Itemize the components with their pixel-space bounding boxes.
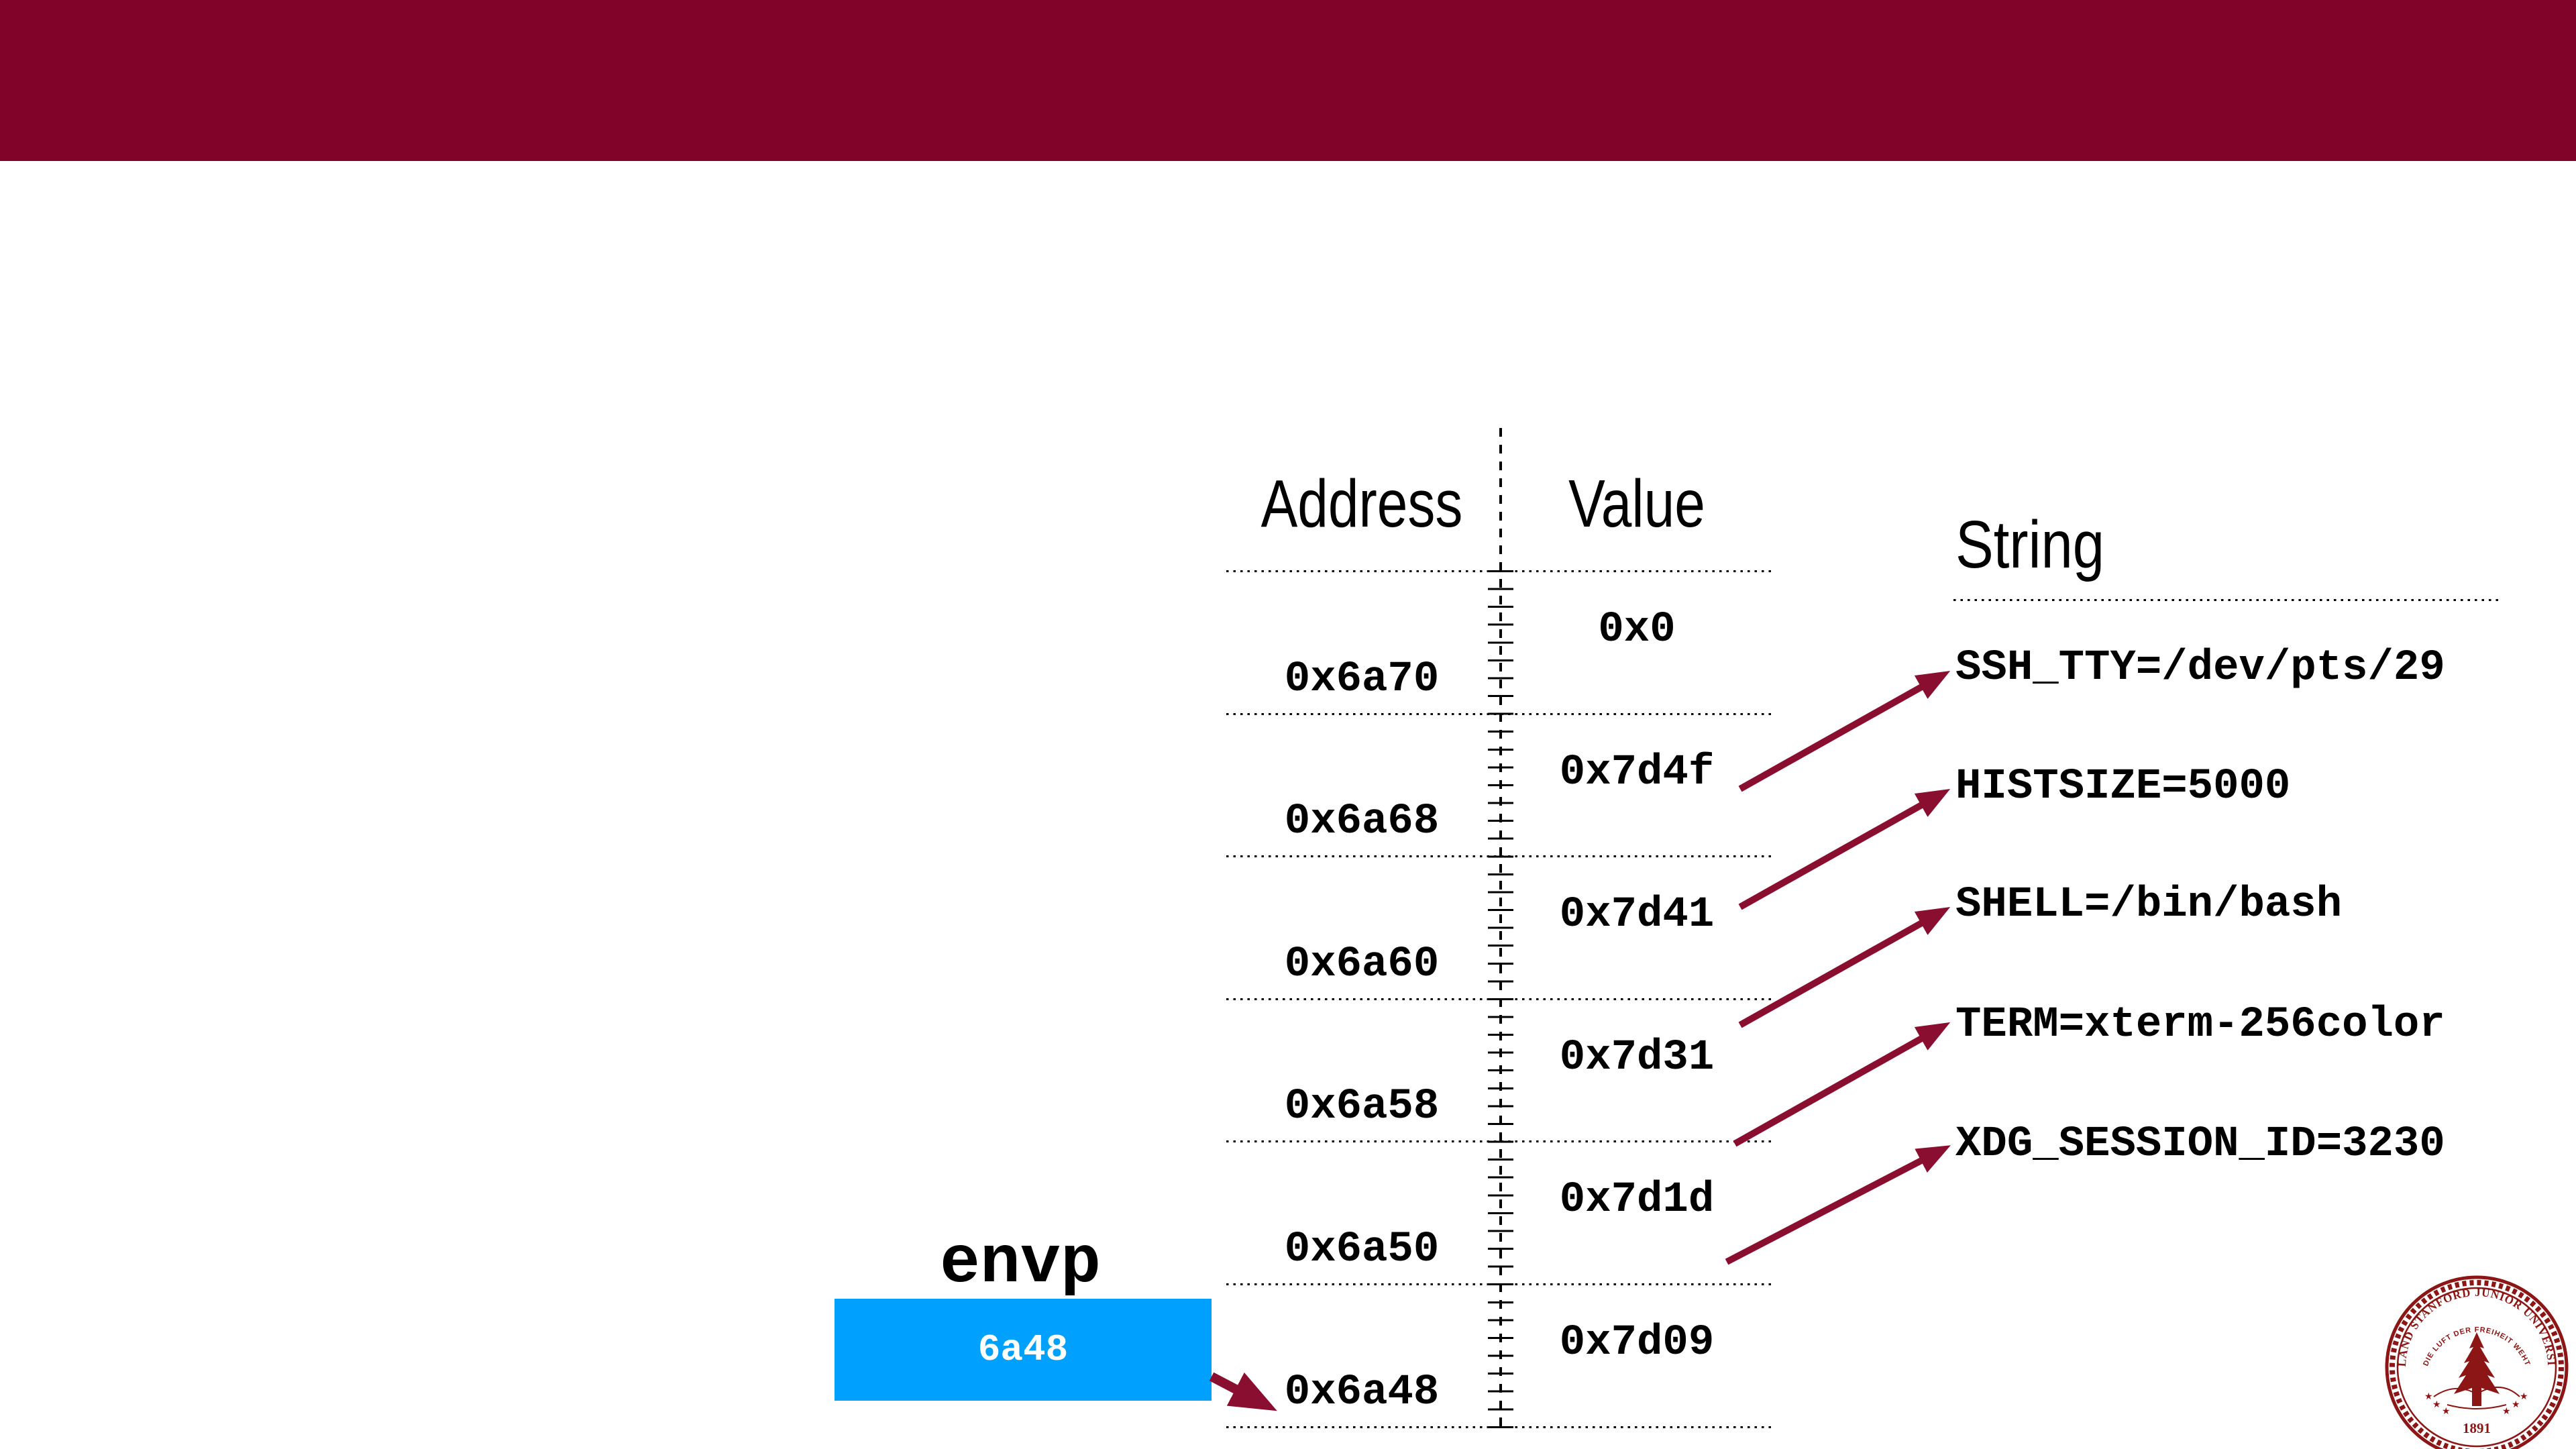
- row-separator: [1226, 855, 1775, 857]
- svg-text:★: ★: [2442, 1406, 2451, 1417]
- seal-motto-text: DIE LUFT DER FREIHEIT WEHT: [2422, 1326, 2530, 1368]
- seal-stars: ★★★ ★★★: [2424, 1391, 2528, 1417]
- svg-text:★: ★: [2424, 1391, 2433, 1402]
- value-cell: 0x7d1d: [1559, 1176, 1715, 1224]
- seal-ground: [2447, 1404, 2507, 1409]
- address-cell: 0x6a70: [1284, 655, 1440, 704]
- address-cell: 0x6a68: [1284, 798, 1440, 846]
- row-separator: [1226, 1426, 1775, 1428]
- value-cell: 0x7d31: [1559, 1034, 1715, 1082]
- value-cell: 0x7d41: [1559, 891, 1715, 939]
- value-column-header: Value: [1568, 466, 1705, 541]
- env-string: HISTSIZE=5000: [1955, 763, 2291, 811]
- svg-text:★: ★: [2502, 1406, 2511, 1417]
- address-cell: 0x6a60: [1284, 941, 1440, 989]
- address-cell: 0x6a50: [1284, 1226, 1440, 1274]
- row-separator: [1226, 1140, 1775, 1142]
- env-string: SHELL=/bin/bash: [1955, 881, 2343, 929]
- envp-pointer-box: 6a48: [835, 1299, 1212, 1401]
- env-string: SSH_TTY=/dev/pts/29: [1955, 644, 2445, 692]
- envp-pointer-value: 6a48: [977, 1328, 1069, 1371]
- title-bar: [0, 0, 2576, 161]
- row-separator: [1226, 998, 1775, 1000]
- svg-text:DIE LUFT DER FREIHEIT WEHT: DIE LUFT DER FREIHEIT WEHT: [2422, 1326, 2531, 1368]
- value-cell: 0x0: [1598, 606, 1676, 654]
- stanford-seal: LELAND STANFORD JUNIOR UNIVERSITY DIE LU…: [2383, 1273, 2569, 1449]
- env-string: TERM=xterm-256color: [1955, 1001, 2445, 1049]
- env-string: XDG_SESSION_ID=3230: [1955, 1120, 2445, 1169]
- svg-text:★: ★: [2432, 1399, 2441, 1410]
- svg-text:★: ★: [2512, 1399, 2520, 1410]
- address-column-header: Address: [1260, 466, 1463, 541]
- string-column-header: String: [1955, 507, 2105, 582]
- row-separator: [1226, 1283, 1775, 1285]
- row-separator: [1226, 570, 1775, 572]
- address-cell: 0x6a58: [1284, 1083, 1440, 1131]
- seal-tree: [2454, 1332, 2500, 1406]
- address-cell: 0x6a48: [1284, 1368, 1440, 1417]
- seal-hills: [2433, 1386, 2520, 1397]
- value-cell: 0x7d09: [1559, 1319, 1715, 1367]
- seal-year: 1891: [2463, 1420, 2491, 1436]
- seal-outer-text: LELAND STANFORD JUNIOR UNIVERSITY: [2383, 1273, 2557, 1367]
- value-cell: 0x7d4f: [1559, 749, 1715, 797]
- string-header-underline: [1953, 599, 2498, 601]
- row-separator: [1226, 713, 1775, 715]
- svg-text:LELAND STANFORD JUNIOR UNIVERS: LELAND STANFORD JUNIOR UNIVERSITY: [2383, 1273, 2558, 1367]
- envp-label: envp: [939, 1226, 1102, 1302]
- svg-text:★: ★: [2520, 1391, 2528, 1402]
